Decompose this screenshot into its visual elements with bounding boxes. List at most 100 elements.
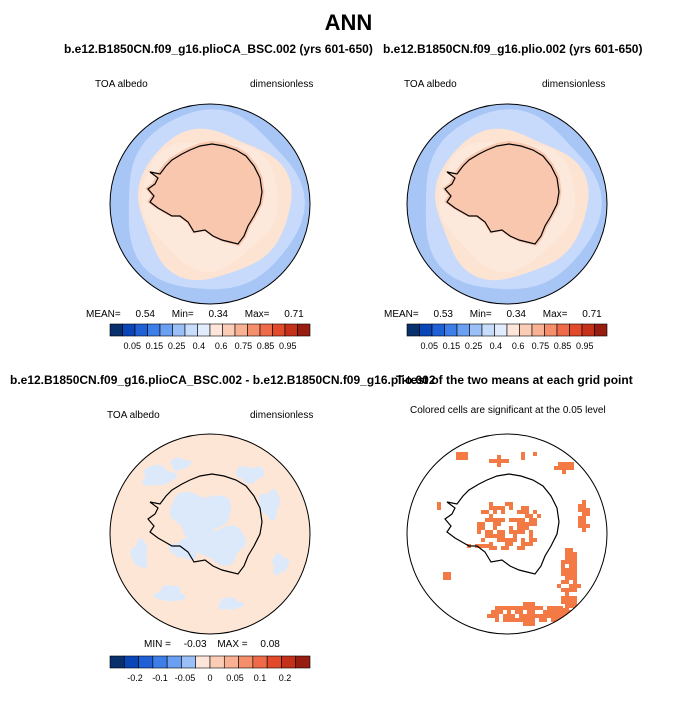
significant-cell — [573, 596, 577, 600]
colorbar-cell — [147, 323, 161, 337]
significant-cell — [569, 564, 573, 568]
colorbar-cell — [272, 323, 286, 337]
significant-cell — [569, 588, 573, 592]
negative-anomaly-patch — [142, 464, 178, 486]
colorbar-cell — [481, 323, 495, 337]
significant-cell — [443, 576, 447, 580]
panel-1-min-label: Min= — [171, 309, 194, 320]
colorbar-tick-label: 0.4 — [193, 341, 206, 351]
significant-cell — [558, 466, 562, 470]
significant-cell — [565, 600, 569, 604]
significant-cell — [559, 614, 563, 618]
colorbar-tick-label: 0.05 — [123, 341, 141, 351]
significant-cell — [570, 466, 574, 470]
colorbar-cell — [134, 323, 148, 337]
significant-cell — [569, 604, 573, 608]
significant-cell — [521, 546, 525, 550]
significant-cell — [487, 544, 491, 548]
significant-cell — [573, 604, 577, 608]
significant-cell — [586, 524, 590, 528]
significant-cell — [495, 614, 499, 618]
colorbar-cell — [209, 323, 223, 337]
significant-cell — [565, 616, 569, 620]
significant-cell — [573, 612, 577, 616]
significant-cell — [578, 524, 582, 528]
colorbar-cell — [138, 655, 154, 669]
significant-cell — [489, 502, 493, 506]
map-boundary — [109, 433, 311, 635]
significant-cell — [505, 542, 509, 546]
colorbar-tick-label: 0 — [207, 673, 212, 683]
colorbar-cell — [109, 655, 125, 669]
significant-cell — [561, 600, 565, 604]
significant-cell — [525, 526, 529, 530]
significant-cell — [505, 502, 509, 506]
significant-cell — [477, 526, 481, 530]
significant-cell — [559, 606, 563, 610]
significant-cell — [483, 544, 487, 548]
significant-cell — [529, 530, 533, 534]
significant-cell — [529, 542, 533, 546]
significant-cell — [499, 610, 503, 614]
colorbar-cell — [152, 655, 168, 669]
significant-cell — [460, 452, 464, 456]
significant-cell — [505, 538, 509, 542]
significant-cell — [485, 510, 489, 514]
significant-cell — [513, 518, 517, 522]
significant-cell — [577, 584, 581, 588]
significant-cell — [551, 618, 555, 622]
significant-cell — [555, 614, 559, 618]
significant-cell — [501, 546, 505, 550]
panel-1-mean-value: 0.54 — [135, 309, 155, 320]
significant-cell — [507, 614, 511, 618]
significant-cell — [477, 522, 481, 526]
ice-sheet-region — [441, 141, 562, 246]
panel-3-min-value: -0.03 — [183, 639, 207, 650]
significant-cell — [582, 500, 586, 504]
significant-cell — [513, 530, 517, 534]
significant-cell — [573, 564, 577, 568]
colorbar-cell — [531, 323, 545, 337]
colorbar-cell — [456, 323, 470, 337]
colorbar-tick-label: 0.15 — [146, 341, 164, 351]
significant-cell — [555, 618, 559, 622]
significant-cell — [511, 606, 515, 610]
significant-cell — [509, 506, 513, 510]
colorbar-cell — [184, 323, 198, 337]
significant-cell — [489, 518, 493, 522]
colorbar-cell — [419, 323, 433, 337]
map-boundary — [406, 103, 608, 305]
significant-cell — [489, 459, 493, 463]
significant-cell — [481, 522, 485, 526]
significant-cell — [525, 510, 529, 514]
significant-cell — [543, 614, 547, 618]
colorbar-tick-label: 0.6 — [215, 341, 228, 351]
significant-cell — [531, 622, 535, 626]
significant-cell — [569, 560, 573, 564]
significant-cell — [513, 534, 517, 538]
panel-2-mean-value: 0.53 — [433, 309, 453, 320]
significant-cell — [578, 508, 582, 512]
colorbar-tick-label: 0.2 — [279, 673, 292, 683]
significant-cell — [582, 504, 586, 508]
significant-cell — [495, 610, 499, 614]
significant-cell — [537, 514, 541, 518]
colorbar-cell — [195, 655, 211, 669]
significant-cell — [493, 526, 497, 530]
significant-cell — [517, 530, 521, 534]
significant-cell — [529, 514, 533, 518]
significant-cell — [570, 462, 574, 466]
colorbar-cell — [172, 323, 186, 337]
significant-cell — [554, 466, 558, 470]
significant-cell — [539, 606, 543, 610]
significant-cell — [527, 614, 531, 618]
significant-cell — [533, 522, 537, 526]
significant-cell — [505, 546, 509, 550]
significant-cell — [529, 534, 533, 538]
antarctica-coastline — [147, 473, 263, 575]
panel-1-colorbar: 0.05 0.15 0.25 0.4 0.6 0.75 0.85 0.95 — [109, 323, 311, 351]
significant-cell — [456, 452, 460, 456]
colorbar-cell — [469, 323, 483, 337]
significant-cell — [569, 548, 573, 552]
panel-3-max-value: 0.08 — [260, 639, 280, 650]
